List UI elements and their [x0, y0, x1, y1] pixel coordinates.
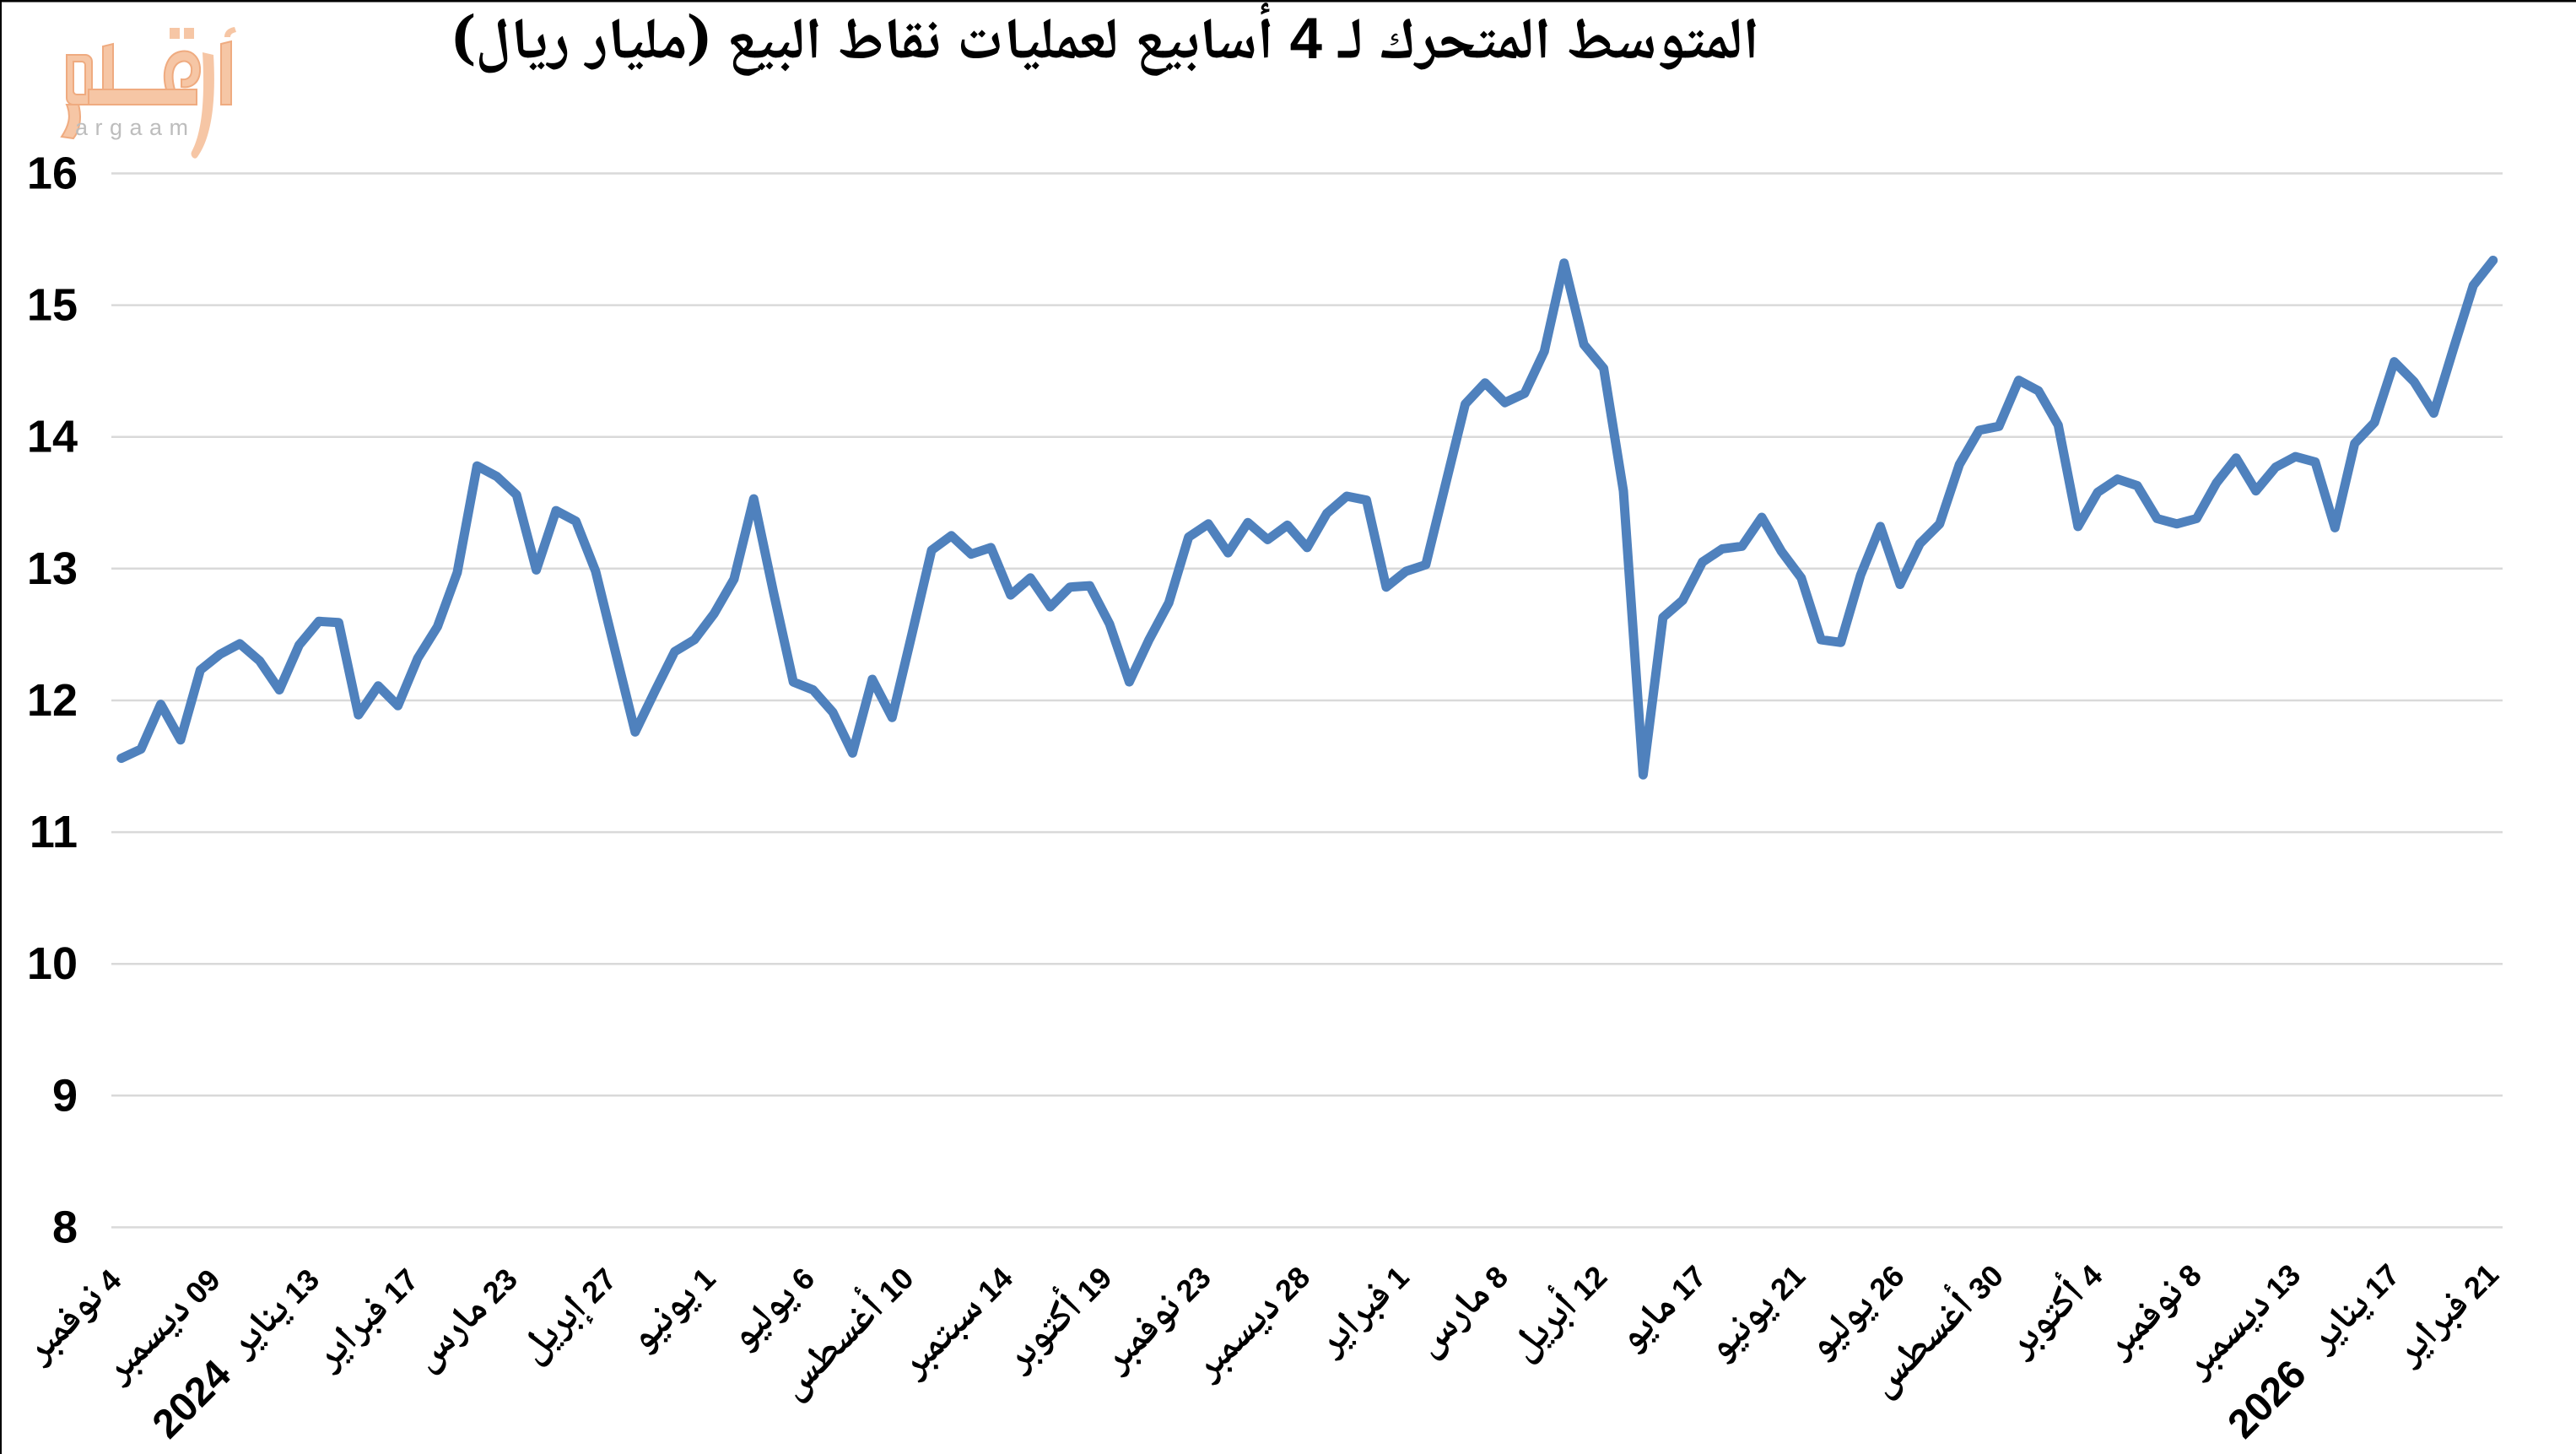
svg-text:11: 11 — [30, 807, 78, 857]
svg-text:14: 14 — [27, 412, 78, 462]
svg-text:9: 9 — [52, 1070, 78, 1121]
svg-text:argaam: argaam — [75, 115, 196, 140]
svg-text:8: 8 — [52, 1202, 78, 1252]
svg-text:13: 13 — [27, 543, 78, 594]
svg-text:10: 10 — [27, 938, 78, 989]
svg-text:15: 15 — [27, 280, 78, 331]
svg-text:16: 16 — [27, 149, 78, 199]
svg-text:12: 12 — [27, 675, 78, 726]
